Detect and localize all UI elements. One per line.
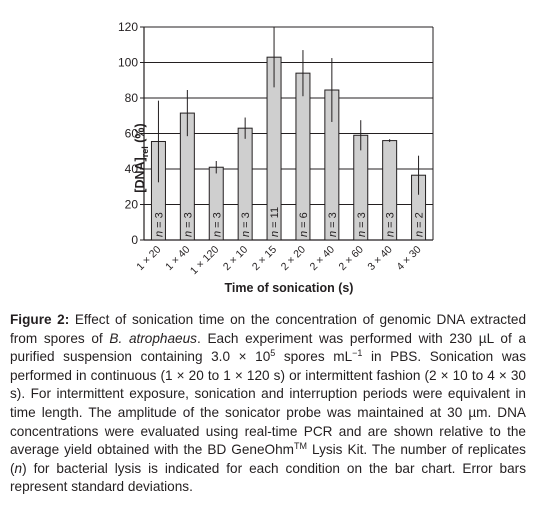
bars: [150, 56, 427, 241]
x-tick-label: 2 × 60: [337, 244, 366, 273]
x-tick-label: 2 × 10: [221, 244, 250, 273]
replicate-label: n = 11: [269, 207, 281, 237]
replicate-symbol: n: [14, 460, 23, 476]
bar-chart: 0 20 40 60 80 100 120 1 × 20 1 × 401 × 120 2 × 1…: [118, 20, 434, 295]
figure-label: Figure 2:: [10, 312, 70, 327]
caption-text-3: spores mL: [275, 349, 353, 365]
replicate-label: n = 3: [356, 212, 368, 237]
caption-text-4: in PBS. Sonication was performed in cont…: [10, 349, 526, 458]
figure-caption: Figure 2: Effect of sonication time on t…: [10, 311, 526, 497]
trademark-mark: TM: [294, 441, 307, 452]
x-tick-label: 4 × 30: [394, 244, 423, 273]
exponent-5: 5: [270, 348, 276, 359]
x-tick-labels: 1 × 20 1 × 401 × 120 2 × 10 2 × 15 2 × 20 2 ×…: [134, 244, 424, 278]
replicate-label: n = 3: [211, 212, 223, 237]
replicate-label: n = 2: [414, 212, 426, 237]
y-tick-label: 100: [118, 56, 138, 70]
x-tick-label: 1 × 20: [134, 244, 163, 273]
species-name: B. atrophaeus: [109, 330, 197, 346]
x-tick-label: 2 × 15: [250, 244, 279, 273]
caption-text-5: Lysis Kit. The number of replicates (: [10, 442, 526, 476]
y-tick-label: 20: [125, 198, 139, 212]
replicate-label: n = 3: [327, 212, 339, 237]
caption-text-6: ) for bacterial lysis is indicated for e…: [10, 460, 526, 495]
replicate-labels: n = 3 n = 3 n = 3 n = 3 n = 11 n = 6 n = 3 n = …: [153, 207, 425, 237]
y-axis-label: [DNA]rel (%): [133, 123, 150, 192]
replicate-label: n = 3: [182, 212, 194, 237]
y-tick-label: 40: [125, 162, 139, 176]
y-tick-label: 80: [125, 91, 139, 105]
caption-text-2: . Each experiment was performed with 230…: [10, 330, 526, 365]
exponent-minus-1: −1: [352, 348, 363, 359]
replicate-label: n = 3: [385, 212, 397, 237]
x-tick-label: 2 × 20: [279, 244, 308, 273]
x-tick-label: 2 × 40: [308, 244, 337, 273]
y-tick-label: 0: [131, 233, 138, 247]
caption-text-1: Effect of sonication time on the concent…: [10, 312, 527, 346]
y-tick-labels: 0 20 40 60 80 100 120: [118, 20, 138, 247]
y-tick-label: 60: [125, 127, 139, 141]
error-bars: [157, 27, 420, 195]
replicate-label: n = 6: [298, 212, 310, 237]
x-tick-label: 3 × 40: [365, 244, 394, 273]
x-tick-label: 1 × 120: [188, 244, 222, 278]
replicate-label: n = 3: [240, 212, 252, 237]
x-axis-label: Time of sonication (s): [225, 281, 354, 295]
replicate-label: n = 3: [153, 212, 165, 237]
y-tick-label: 120: [118, 20, 138, 34]
